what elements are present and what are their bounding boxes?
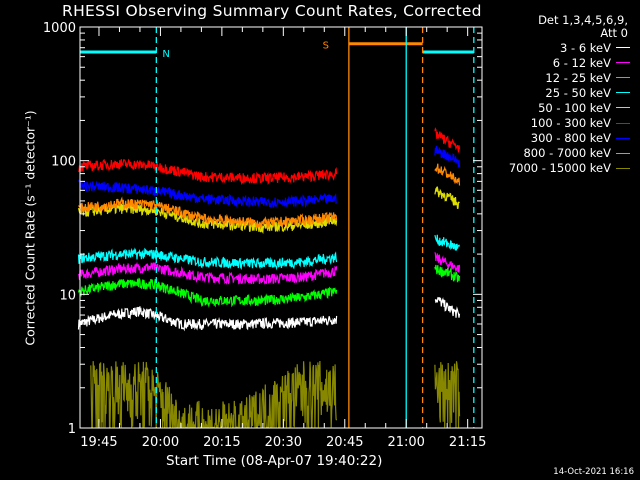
footer-date: 14-Oct-2021 16:16 xyxy=(553,467,634,477)
x-tick-label: 21:00 xyxy=(387,435,424,450)
legend-label: 50 - 100 keV xyxy=(538,100,611,115)
legend-item: 7000 - 15000 keV xyxy=(509,161,630,176)
x-axis-title: Start Time (08-Apr-07 19:40:22) xyxy=(166,453,383,469)
x-tick-label: 20:00 xyxy=(142,435,179,450)
legend-swatch xyxy=(616,167,630,169)
legend-swatch xyxy=(616,122,630,124)
legend-item: 800 - 7000 keV xyxy=(509,146,630,161)
series-line xyxy=(90,360,338,429)
legend-item: 300 - 800 keV xyxy=(509,131,630,146)
legend-label: 6 - 12 keV xyxy=(552,55,611,70)
y-tick-label: 1000 xyxy=(43,21,76,36)
legend-label: 800 - 7000 keV xyxy=(523,146,611,161)
legend-item: 12 - 25 keV xyxy=(509,70,630,85)
chart-title: RHESSI Observing Summary Count Rates, Co… xyxy=(62,2,482,20)
legend-swatch xyxy=(616,137,630,139)
series-line xyxy=(77,261,338,285)
legend-item: 50 - 100 keV xyxy=(509,100,630,115)
legend-swatch xyxy=(616,92,630,94)
series-line xyxy=(434,234,461,251)
y-axis-title: Corrected Count Rate (s⁻¹ detector⁻¹) xyxy=(22,110,38,346)
legend-label: 25 - 50 keV xyxy=(545,85,611,100)
annotation-label: S xyxy=(323,41,329,52)
y-tick-label: 10 xyxy=(59,288,76,303)
legend-header-line-1: Det 1,3,4,5,6,9, xyxy=(538,13,628,27)
legend-item: 6 - 12 keV xyxy=(509,55,630,70)
y-tick-label: 1 xyxy=(68,422,76,437)
series-line xyxy=(434,361,461,428)
x-tick-label: 20:15 xyxy=(203,435,240,450)
legend-item: 25 - 50 keV xyxy=(509,85,630,100)
annotation-label: N xyxy=(162,49,169,60)
series-line xyxy=(434,296,461,318)
series-line xyxy=(77,306,338,332)
series-line xyxy=(77,196,338,229)
series-line xyxy=(434,252,461,273)
series-line xyxy=(434,186,460,210)
legend-swatch xyxy=(616,152,630,154)
legend-label: 3 - 6 keV xyxy=(560,40,611,55)
series-line xyxy=(77,179,337,209)
series-line xyxy=(77,277,338,308)
y-tick-label: 100 xyxy=(51,155,76,170)
legend-swatch xyxy=(616,47,630,49)
legend-label: 100 - 300 keV xyxy=(530,116,611,131)
series-line xyxy=(434,145,461,168)
legend-header: Det 1,3,4,5,6,9, Att 0 xyxy=(538,14,628,40)
x-tick-label: 19:45 xyxy=(80,435,117,450)
legend-item: 100 - 300 keV xyxy=(509,115,630,130)
legend-header-line-2: Att 0 xyxy=(600,26,628,40)
series-line xyxy=(434,264,461,283)
legend: 3 - 6 keV 6 - 12 keV 12 - 25 keV 25 - 50 ke… xyxy=(509,40,630,176)
series-line xyxy=(77,158,338,186)
series-line xyxy=(77,202,338,234)
x-tick-label: 20:30 xyxy=(265,435,302,450)
legend-swatch xyxy=(616,62,630,64)
series-line xyxy=(434,127,461,153)
legend-item: 3 - 6 keV xyxy=(509,40,630,55)
legend-label: 12 - 25 keV xyxy=(545,70,611,85)
x-tick-label: 20:45 xyxy=(326,435,363,450)
series-line xyxy=(434,163,461,186)
legend-swatch xyxy=(616,77,630,79)
x-tick-label: 21:15 xyxy=(449,435,486,450)
legend-label: 300 - 800 keV xyxy=(530,131,611,146)
legend-swatch xyxy=(616,107,630,109)
series-line xyxy=(77,247,338,271)
legend-label: 7000 - 15000 keV xyxy=(508,161,611,176)
plot-frame xyxy=(79,26,483,429)
